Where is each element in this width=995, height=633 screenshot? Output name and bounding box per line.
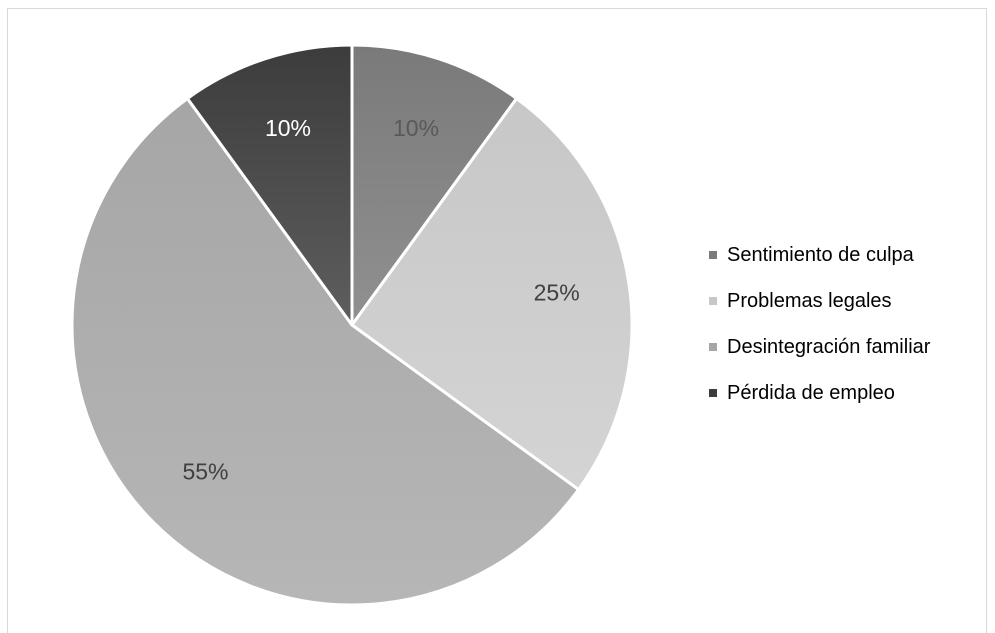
- legend-label: Sentimiento de culpa: [727, 244, 915, 266]
- legend-swatch: [709, 251, 717, 259]
- legend-swatch: [709, 343, 717, 351]
- legend-swatch: [709, 389, 717, 397]
- legend-label: Pérdida de empleo: [727, 382, 895, 404]
- legend-swatch: [709, 297, 717, 305]
- pie-slice: [350, 96, 634, 492]
- legend-label: Problemas legales: [727, 290, 892, 312]
- data-label: 55%: [182, 459, 228, 485]
- legend-item: Problemas legales: [709, 290, 892, 312]
- legend-item: Pérdida de empleo: [709, 382, 895, 404]
- legend-label: Desintegración familiar: [727, 336, 931, 358]
- pie-slice: [70, 96, 581, 607]
- data-label: 10%: [265, 115, 311, 141]
- data-label: 10%: [393, 115, 439, 141]
- data-label: 25%: [534, 280, 580, 306]
- pie-slice: [185, 43, 354, 327]
- pie-slice: [350, 43, 519, 327]
- legend-item: Sentimiento de culpa: [709, 244, 915, 266]
- legend-item: Desintegración familiar: [709, 336, 931, 358]
